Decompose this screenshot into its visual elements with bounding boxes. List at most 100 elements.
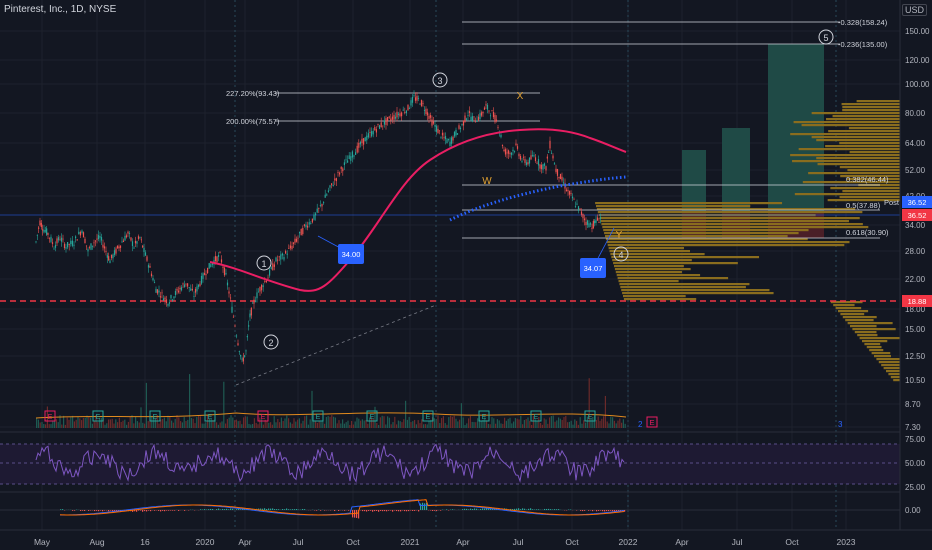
volume-profile-bar [839,196,900,199]
wave-label-3[interactable]: 3 [432,72,448,88]
volume-bar [100,417,102,428]
macd-hist-bar [624,510,626,512]
candle-body [102,244,104,248]
fib-label-m0236: -0.236(135.00) [838,40,888,49]
macd-hist-bar [258,508,260,510]
rsi-band [0,444,900,484]
time-tick-1: Aug [89,537,104,547]
event-marker-6[interactable] [366,410,378,422]
price-callout-1[interactable] [338,244,364,264]
volume-bar [567,422,569,428]
event-marker-0[interactable] [44,410,56,422]
event-marker-5[interactable] [312,410,324,422]
volume-bar [232,417,234,428]
event-marker-4[interactable] [257,410,269,422]
candle-body [108,256,110,261]
volume-profile-bar [618,280,679,283]
wave-label-5[interactable]: 5 [818,29,834,45]
wave-label-y[interactable]: Y [616,230,623,241]
time-axis-ticks[interactable]: May Aug 16 2020 Apr Jul Oct 2021 Apr Jul Oct 2022 Ap… [34,537,856,547]
event-marker-10[interactable] [584,410,596,422]
macd-hist-bar [82,510,84,511]
macd-hist-bar [232,508,234,510]
macd-hist-bar [288,509,290,510]
candle-body [453,131,456,137]
candle-body [419,103,421,105]
event-marker-future[interactable] [646,416,658,428]
volume-bar [583,420,585,428]
fib-lines [275,21,880,239]
currency-label[interactable]: USD [902,4,928,16]
wave-label-1[interactable]: 1 [256,255,272,271]
volume-bar [444,423,446,428]
volume-bar [464,424,466,428]
volume-bar [252,423,254,428]
candle-body [383,120,385,125]
volume-bar [439,423,441,428]
candle-body [128,233,131,234]
volume-bar [415,424,417,428]
macd-hist-bar [420,503,422,510]
macd-hist-bar [472,508,474,510]
volume-bar [599,420,601,428]
macd-hist-bar [434,510,436,511]
event-marker-3[interactable] [204,410,216,422]
volume-bar [183,417,185,428]
volume-profile-bar [852,328,896,331]
wave-label-w[interactable]: W [482,176,492,187]
macd-hist-bar [114,510,116,512]
volume-bar [127,421,129,428]
volume-bar [410,422,412,428]
volume-bar [473,422,475,428]
candle-body [144,252,147,256]
wave-label-2[interactable]: 2 [263,334,279,350]
candle-body [147,265,150,268]
price-axis[interactable] [900,0,932,530]
candle-body [105,251,107,252]
volume-bar [84,417,86,428]
macd-hist-bar [60,509,62,510]
wave-label-x[interactable]: X [517,91,524,102]
event-marker-1[interactable] [92,410,104,422]
candle-body [471,116,474,122]
volume-bar [522,424,524,428]
candle-body [583,218,586,221]
volume-profile-bar [849,151,900,154]
candle-body [50,236,52,242]
price-callout-2[interactable] [580,258,606,278]
position-profit-box-2 [722,128,750,212]
volume-bar [277,419,279,428]
candle-body [525,162,528,165]
candle-body [65,247,67,249]
macd-hist-bar [408,510,410,512]
volume-bar [95,415,97,428]
candle-body [527,162,529,165]
candle-body [202,273,204,279]
volume-bar [61,424,63,428]
macd-hist-bar [592,510,594,512]
event-marker-7[interactable] [422,410,434,422]
candle-body [307,225,309,228]
wave-label-4[interactable]: 4 [613,246,629,262]
event-marker-2[interactable] [149,410,161,422]
volume-bar [124,419,126,428]
volume-bar [111,418,113,428]
candle-body [140,239,142,241]
macd-hist-bar [424,503,426,510]
candle-body [393,114,395,120]
candle-body [134,240,137,244]
event-marker-9[interactable] [530,410,542,422]
candle-body [513,150,516,152]
candle-body [177,290,180,293]
candle-body [452,136,454,141]
event-marker-8[interactable] [478,410,490,422]
candle-body [537,159,540,166]
volume-bar [185,420,187,428]
volume-profile-bar [611,256,760,259]
volume-profile-bar [623,298,697,301]
candle-body [417,97,420,99]
candle-body [369,132,371,133]
candle-body [164,297,166,300]
